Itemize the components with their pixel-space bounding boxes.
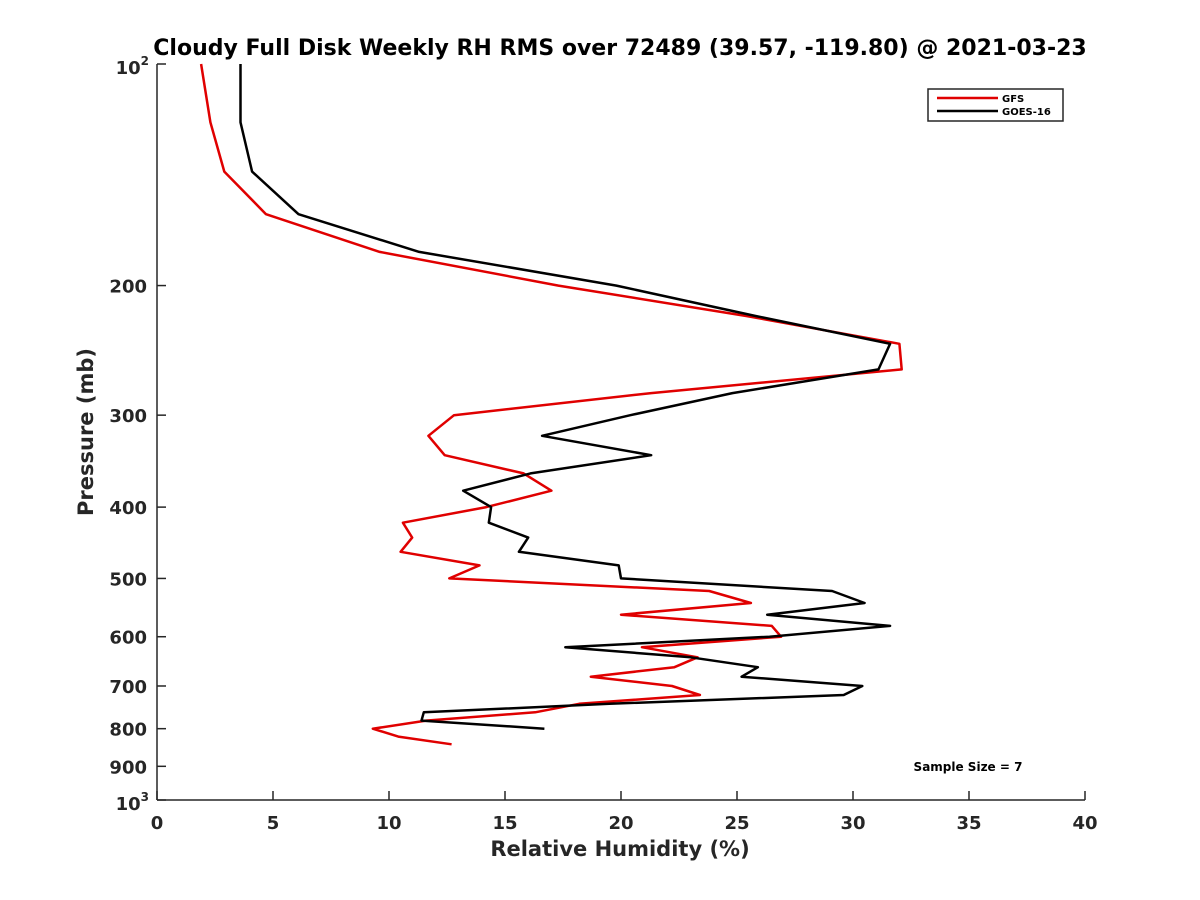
- x-tick-label: 25: [724, 813, 749, 834]
- y-tick-label: 900: [109, 757, 147, 778]
- x-tick-label: 40: [1072, 813, 1097, 834]
- y-axis-ticks: 102 200 300 400 500 600 700 800 900 103: [109, 54, 166, 815]
- chart-title: Cloudy Full Disk Weekly RH RMS over 7248…: [153, 36, 1086, 61]
- y-tick-label: 300: [109, 406, 147, 427]
- x-tick-label: 15: [492, 813, 517, 834]
- x-tick-label: 10: [376, 813, 401, 834]
- plot-area: [156, 64, 1085, 801]
- y-tick-label: 200: [109, 277, 147, 298]
- series-lines: [199, 63, 903, 746]
- series-line-goes-16: [239, 64, 892, 730]
- y-axis-label: Pressure (mb): [74, 348, 98, 516]
- x-axis-label: Relative Humidity (%): [490, 837, 749, 861]
- y-tick-label: 400: [109, 498, 147, 519]
- sample-size-annotation: Sample Size = 7: [914, 760, 1023, 774]
- y-tick-label: 103: [116, 790, 149, 815]
- y-tick-label: 600: [109, 628, 147, 649]
- legend: GFS GOES-16: [927, 88, 1064, 122]
- legend-label: GOES-16: [1002, 107, 1051, 118]
- x-tick-label: 0: [151, 813, 164, 834]
- x-tick-label: 35: [956, 813, 981, 834]
- series-line-gfs: [199, 63, 903, 746]
- legend-box: [927, 88, 1064, 122]
- x-tick-label: 5: [267, 813, 280, 834]
- y-tick-label: 500: [109, 569, 147, 590]
- x-tick-label: 20: [608, 813, 633, 834]
- y-tick-label: 700: [109, 677, 147, 698]
- legend-label: GFS: [1002, 94, 1024, 105]
- x-tick-label: 30: [840, 813, 865, 834]
- y-tick-label: 102: [116, 54, 149, 79]
- y-tick-label: 800: [109, 720, 147, 741]
- x-axis-ticks: 0 5 10 15 20 25 30 35 40: [151, 791, 1098, 834]
